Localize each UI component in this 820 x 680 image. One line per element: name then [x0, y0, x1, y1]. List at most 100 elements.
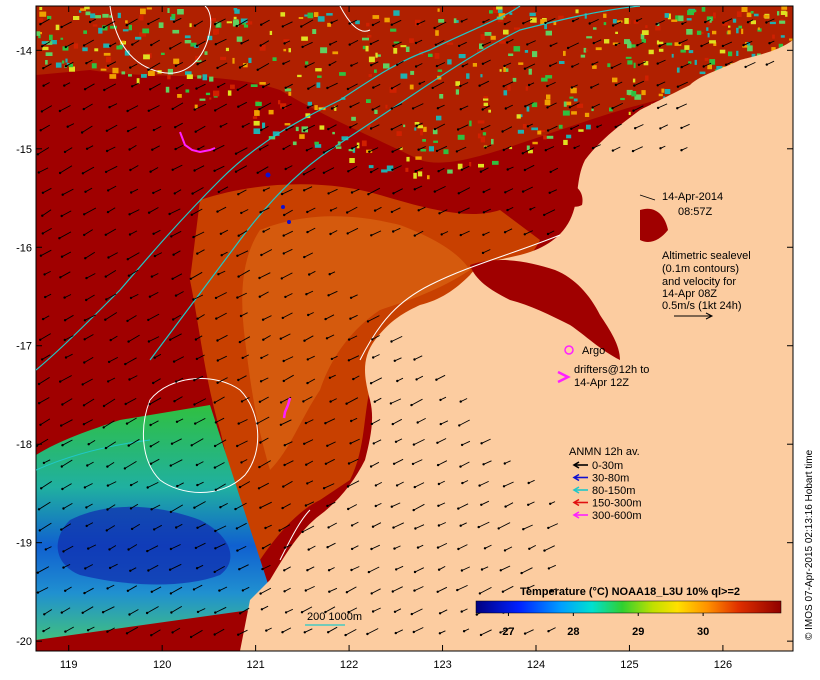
velocity-arrow-head [413, 570, 417, 574]
cloud-speckle [49, 34, 53, 41]
cloud-speckle [738, 25, 742, 29]
velocity-arrow-head [283, 569, 286, 572]
cloud-speckle [531, 102, 538, 108]
velocity-arrow-head [350, 568, 353, 572]
velocity-arrow [677, 81, 688, 88]
velocity-arrow-head [614, 83, 618, 87]
velocity-arrow [237, 545, 247, 552]
velocity-arrow [217, 355, 227, 361]
cloud-speckle [60, 37, 64, 40]
velocity-arrow-head [170, 611, 173, 614]
velocity-arrow [370, 461, 380, 467]
velocity-arrow [611, 62, 622, 69]
velocity-arrow-head [592, 41, 595, 45]
velocity-arrow [153, 188, 162, 194]
velocity-arrow-head [459, 524, 462, 527]
cloud-speckle [417, 125, 423, 129]
velocity-arrow-head [328, 63, 331, 67]
inlet-water [640, 208, 668, 242]
velocity-arrow-head [459, 233, 462, 237]
velocity-arrow-head [611, 107, 614, 110]
velocity-arrow [214, 462, 225, 468]
velocity-arrow-head [37, 402, 41, 405]
velocity-arrow-head [523, 632, 527, 635]
velocity-arrow-head [283, 590, 286, 593]
cloud-speckle [531, 127, 538, 131]
velocity-arrow [84, 587, 94, 594]
cloud-speckle [498, 13, 506, 18]
velocity-arrow-head [84, 257, 87, 260]
velocity-arrow-head [497, 527, 500, 530]
cloud-speckle [143, 54, 150, 60]
cloud-speckle [232, 57, 235, 64]
velocity-arrow [220, 503, 228, 508]
velocity-arrow-head [546, 129, 550, 132]
velocity-arrow [44, 609, 53, 615]
cloud-speckle [227, 90, 232, 96]
velocity-arrow [239, 336, 251, 343]
cloud-speckle [91, 63, 97, 69]
velocity-arrow-head [322, 171, 326, 174]
velocity-arrow-head [149, 88, 152, 91]
velocity-arrow [548, 523, 558, 529]
velocity-arrow-head [543, 549, 546, 552]
cloud-speckle [250, 84, 258, 87]
velocity-arrow [479, 80, 490, 87]
mooring-marker [287, 220, 291, 224]
cloud-speckle [253, 120, 260, 126]
cloud-speckle [469, 162, 472, 167]
velocity-arrow-head [217, 273, 220, 276]
velocity-arrow-head [237, 633, 240, 636]
velocity-arrow-head [125, 422, 129, 425]
cloud-speckle [69, 66, 75, 72]
velocity-arrow-head [345, 402, 348, 405]
cloud-speckle [789, 38, 793, 41]
velocity-arrow-head [196, 252, 199, 255]
velocity-arrow [109, 563, 118, 569]
cloud-speckle [624, 18, 629, 24]
velocity-arrow [82, 606, 94, 614]
velocity-arrow-head [636, 44, 639, 47]
velocity-arrow [325, 606, 336, 613]
cloud-speckle [719, 49, 726, 54]
velocity-arrow [482, 105, 491, 110]
velocity-arrow-head [237, 193, 240, 196]
cloud-speckle [586, 124, 591, 130]
lat-tick-label: -20 [16, 636, 32, 648]
velocity-arrow-head [63, 296, 66, 299]
cloud-speckle [563, 101, 567, 107]
cloud-speckle [332, 131, 335, 135]
velocity-arrow [105, 441, 117, 449]
velocity-arrow-head [351, 147, 354, 150]
cloud-speckle [633, 62, 636, 69]
velocity-arrow [84, 314, 96, 321]
velocity-arrow-head [216, 359, 219, 362]
velocity-arrow-head [64, 65, 68, 68]
velocity-arrow [261, 249, 273, 256]
velocity-arrow-head [59, 276, 62, 279]
velocity-arrow [131, 523, 141, 530]
velocity-arrow-head [502, 85, 505, 88]
velocity-arrow [657, 103, 668, 109]
velocity-arrow [64, 335, 74, 341]
velocity-arrow [37, 566, 50, 574]
cloud-speckle [393, 48, 398, 54]
velocity-arrow-head [456, 588, 459, 592]
velocity-arrow-head [437, 482, 441, 486]
velocity-arrow [304, 439, 314, 445]
cloud-speckle [455, 89, 459, 95]
velocity-arrow-head [63, 589, 67, 592]
velocity-arrow [301, 19, 314, 27]
velocity-arrow [214, 396, 225, 403]
cloud-speckle [732, 18, 737, 23]
velocity-arrow-head [261, 547, 265, 550]
velocity-arrow-head [459, 400, 462, 403]
velocity-arrow-head [300, 611, 304, 614]
cloud-speckle [184, 35, 191, 39]
velocity-arrow [108, 252, 118, 258]
velocity-arrow-head [218, 589, 221, 592]
velocity-arrow [215, 292, 227, 299]
velocity-arrow-head [415, 124, 418, 127]
velocity-arrow-head [86, 629, 90, 632]
velocity-arrow-head [433, 190, 436, 193]
